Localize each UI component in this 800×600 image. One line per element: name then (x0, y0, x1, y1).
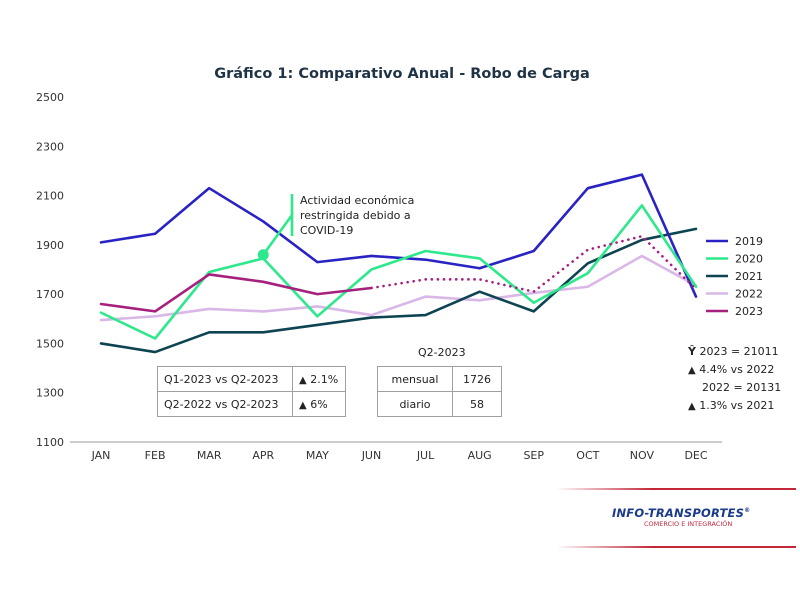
legend: 2019 2020 2021 2022 2023 (706, 235, 763, 318)
legend-label-2020: 2020 (735, 253, 763, 266)
q2-table-title: Q2-2023 (418, 346, 466, 359)
comparison-change-cell: ▲ 6% (292, 391, 346, 417)
x-tick-label: JUN (361, 449, 382, 462)
summary-vs-2021: 1.3% vs 2021 (699, 398, 775, 412)
x-tick-label: OCT (576, 449, 599, 462)
legend-label-2022: 2022 (735, 288, 763, 301)
series-layer (99, 173, 698, 354)
annotation-line-3: COVID-19 (300, 224, 353, 237)
x-tick-label: APR (252, 449, 274, 462)
y-tick-label: 1100 (36, 436, 64, 449)
x-tick-label: DEC (684, 449, 707, 462)
summary-vs-2022-row: ▲ 4.4% vs 2022 (688, 361, 781, 380)
q2-label: diario (377, 391, 453, 417)
legend-label-2021: 2021 (735, 270, 763, 283)
annotation-line-1: Actividad económica (300, 194, 414, 207)
triangle-up-icon: ▲ (299, 374, 307, 386)
y-tick-label: 2500 (36, 91, 64, 104)
logo: INFO-TRANSPORTES® COMERCIO E INTEGRACIÓN (556, 488, 796, 550)
annotation-line-2: restringida debido a (300, 209, 411, 222)
triangle-up-icon: ▲ (688, 364, 696, 376)
q2-value: 1726 (452, 366, 502, 392)
summary-vs-2022: 4.4% vs 2022 (699, 362, 775, 376)
series-line-2023 (99, 273, 373, 313)
legend-label-2023: 2023 (735, 305, 763, 318)
x-tick-label: MAR (197, 449, 222, 462)
series-line-2022 (99, 254, 698, 322)
x-axis: JAN FEB MAR APR MAY JUN JUL AUG SEP OCT NOV DEC (91, 449, 708, 462)
q2-label: mensual (377, 366, 453, 392)
comparison-change: 2.1% (310, 372, 339, 386)
chart: Gráfico 1: Comparativo Anual - Robo de C… (36, 66, 763, 462)
table-row: Q1-2023 vs Q2-2023 ▲ 2.1% (157, 366, 346, 392)
q2-table: mensual 1726 diario 58 (377, 366, 502, 417)
summary-vs-2021-row: ▲ 1.3% vs 2021 (688, 397, 781, 416)
comparison-table: Q1-2023 vs Q2-2023 ▲ 2.1% Q2-2022 vs Q2-… (157, 366, 346, 417)
summary-total-2022: 2022 = 20131 (702, 381, 782, 394)
q2-value: 58 (452, 391, 502, 417)
y-tick-label: 1300 (36, 387, 64, 400)
chart-title: Gráfico 1: Comparativo Anual - Robo de C… (214, 66, 590, 82)
series-line-2023-projection (370, 234, 698, 294)
series-line-2021 (99, 227, 698, 354)
y-tick-label: 1700 (36, 288, 64, 301)
x-tick-label: JUL (416, 449, 435, 462)
comparison-change: 6% (310, 397, 328, 411)
table-row: mensual 1726 (377, 366, 502, 392)
x-tick-label: NOV (630, 449, 655, 462)
summary-total-2023-row: Ŷ 2023 = 21011 (688, 343, 781, 361)
logo-registered: ® (744, 507, 751, 515)
annotation-leader (262, 214, 294, 256)
table-row: Q2-2022 vs Q2-2023 ▲ 6% (157, 391, 346, 417)
x-tick-label: FEB (145, 449, 166, 462)
logo-divider-bottom (556, 546, 796, 548)
x-tick-label: AUG (468, 449, 492, 462)
logo-name-row: INFO-TRANSPORTES® (612, 506, 750, 520)
logo-tagline: COMERCIO E INTEGRACIÓN (644, 520, 733, 528)
x-tick-label: SEP (523, 449, 544, 462)
y-tick-label: 1500 (36, 337, 64, 350)
comparison-label: Q1-2023 vs Q2-2023 (157, 366, 293, 392)
footer (0, 480, 800, 600)
y-axis: 2500 2300 2100 1900 1700 1500 1300 1100 (36, 91, 64, 449)
series-line-2020 (99, 204, 698, 340)
sum-icon: Ŷ (688, 345, 696, 358)
annotation-marker (257, 249, 269, 261)
triangle-up-icon: ▲ (688, 400, 696, 412)
legend-label-2019: 2019 (735, 235, 763, 248)
x-tick-label: JAN (91, 449, 111, 462)
table-row: diario 58 (377, 391, 502, 417)
x-tick-label: MAY (306, 449, 329, 462)
summary-total-2023: 2023 = 21011 (699, 345, 779, 358)
y-tick-label: 1900 (36, 239, 64, 252)
y-tick-label: 2300 (36, 140, 64, 153)
logo-divider-top (556, 488, 796, 490)
annotation-layer: Actividad económica restringida debido a… (257, 194, 414, 261)
triangle-up-icon: ▲ (299, 399, 307, 411)
series-line-2019 (99, 173, 698, 298)
y-tick-label: 2100 (36, 190, 64, 203)
annual-summary: Ŷ 2023 = 21011 ▲ 4.4% vs 2022 2022 = 201… (688, 343, 781, 415)
comparison-change-cell: ▲ 2.1% (292, 366, 346, 392)
comparison-label: Q2-2022 vs Q2-2023 (157, 391, 293, 417)
logo-name: INFO-TRANSPORTES (612, 506, 745, 520)
